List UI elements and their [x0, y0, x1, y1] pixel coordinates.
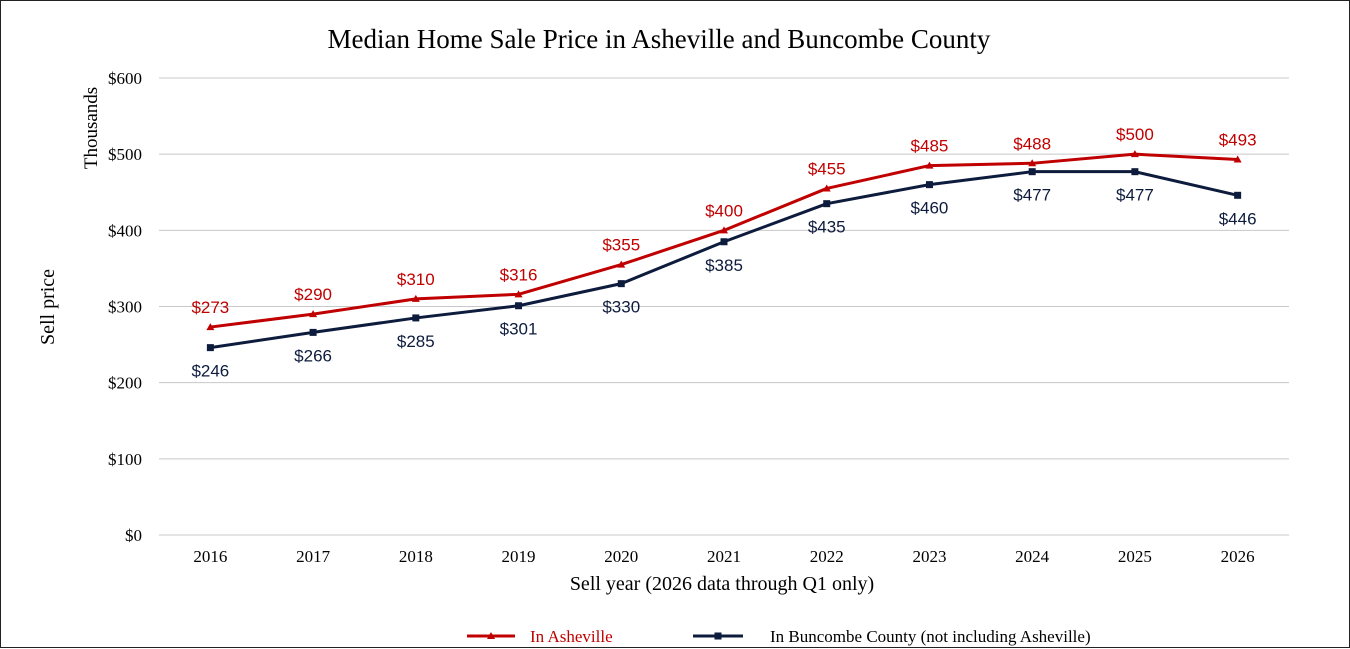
series-asheville	[206, 150, 1242, 331]
x-tick-label: 2016	[193, 547, 227, 566]
data-label: $316	[500, 265, 538, 284]
data-point	[309, 328, 317, 336]
x-tick-label: 2026	[1221, 547, 1255, 566]
chart-title: Median Home Sale Price in Asheville and …	[328, 24, 991, 54]
data-point	[1234, 191, 1242, 199]
x-axis-ticks: 2016 2017 2018 2019 2020 2021 2022 2023 2024 2025…	[193, 547, 1254, 566]
series-buncombe-county	[206, 168, 1242, 352]
data-point	[206, 323, 215, 331]
y-axis-label: Sell price	[37, 269, 59, 345]
y-tick-label: $200	[108, 374, 142, 393]
y-tick-label: $100	[108, 450, 142, 469]
y-tick-label: $600	[108, 69, 142, 88]
data-point	[720, 238, 728, 246]
data-label: $493	[1219, 130, 1257, 149]
data-label: $285	[397, 332, 435, 351]
y-units-label: Thousands	[81, 87, 102, 169]
x-tick-label: 2021	[707, 547, 741, 566]
data-point	[206, 344, 214, 352]
y-tick-label: $0	[125, 526, 142, 545]
data-label: $485	[911, 137, 949, 156]
y-tick-label: $300	[108, 298, 142, 317]
data-point	[411, 294, 420, 302]
x-axis-label: Sell year (2026 data through Q1 only)	[570, 573, 874, 595]
x-tick-label: 2017	[296, 547, 331, 566]
data-label: $330	[602, 298, 640, 317]
x-tick-label: 2024	[1015, 547, 1050, 566]
data-point	[1028, 168, 1036, 176]
x-tick-label: 2018	[399, 547, 433, 566]
data-label: $290	[294, 285, 332, 304]
data-label: $246	[191, 362, 229, 381]
legend-label: In Asheville	[530, 627, 613, 646]
data-label: $446	[1219, 209, 1257, 228]
data-point	[617, 280, 625, 288]
data-label: $455	[808, 159, 846, 178]
data-label: $266	[294, 346, 332, 365]
data-point	[617, 260, 626, 268]
x-tick-label: 2023	[912, 547, 946, 566]
data-point	[309, 310, 318, 318]
legend-item: In Buncombe County (not including Ashevi…	[693, 627, 1091, 646]
data-label: $460	[911, 199, 949, 218]
data-label: $301	[500, 320, 538, 339]
data-point	[412, 314, 420, 322]
data-point	[823, 200, 831, 208]
y-axis-ticks: $0 $100 $200 $300 $400 $500 $600	[108, 69, 142, 545]
y-tick-label: $400	[108, 221, 142, 240]
x-tick-label: 2020	[604, 547, 638, 566]
data-point	[925, 181, 933, 189]
legend-item: In Asheville	[467, 627, 613, 646]
data-point	[925, 161, 934, 169]
legend-swatch-marker	[487, 632, 495, 639]
data-point	[515, 302, 523, 310]
data-label: $355	[602, 236, 640, 255]
grid-lines	[159, 77, 1289, 536]
data-label: $385	[705, 256, 743, 275]
data-point	[1028, 159, 1037, 167]
data-label: $477	[1116, 186, 1154, 205]
data-point	[1233, 155, 1242, 163]
x-tick-label: 2022	[810, 547, 844, 566]
legend: In Asheville In Buncombe County (not incl…	[467, 627, 1091, 646]
data-point	[514, 290, 523, 298]
data-point	[822, 184, 831, 192]
data-label: $310	[397, 270, 435, 289]
x-tick-label: 2025	[1118, 547, 1152, 566]
x-tick-label: 2019	[502, 547, 536, 566]
data-labels-layer: $273 $290 $310 $316 $355 $400 $455 $485 $488 $500…	[191, 125, 1256, 380]
data-label: $400	[705, 201, 743, 220]
data-label: $435	[808, 218, 846, 237]
data-label: $477	[1013, 186, 1051, 205]
data-point	[1131, 168, 1139, 176]
data-label: $273	[191, 298, 229, 317]
data-label: $488	[1013, 134, 1051, 153]
data-label: $500	[1116, 125, 1154, 144]
data-point	[720, 226, 728, 234]
y-tick-label: $500	[108, 145, 142, 164]
legend-label: In Buncombe County (not including Ashevi…	[770, 627, 1091, 646]
series-layer	[206, 150, 1242, 352]
legend-swatch-marker	[714, 632, 722, 640]
data-point	[1130, 150, 1139, 158]
